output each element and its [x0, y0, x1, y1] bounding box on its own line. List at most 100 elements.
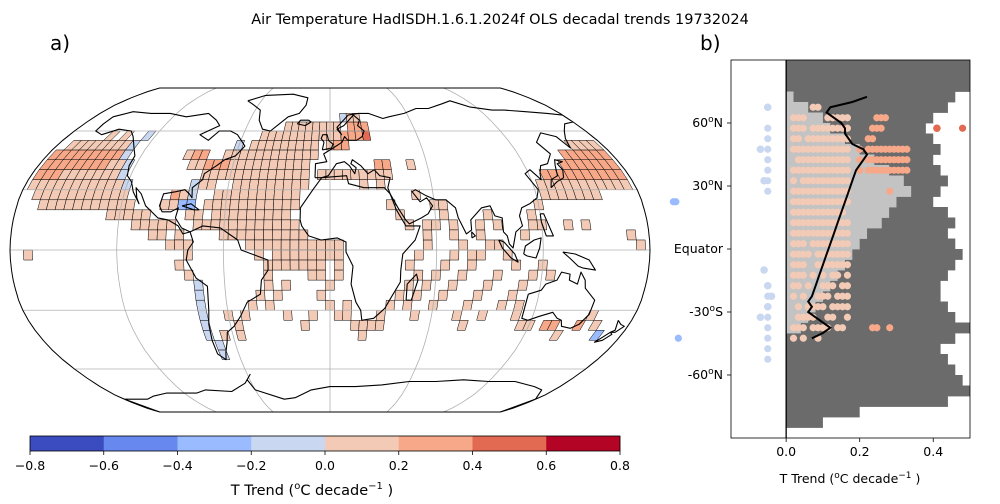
colorbar-tick-label: 0.0: [315, 458, 335, 473]
map-boundary: [9, 87, 651, 413]
map-grid-cell: [290, 189, 301, 201]
coastline-namerica: [95, 111, 246, 235]
map-grid-cell: [302, 140, 312, 151]
map-grid-cell: [366, 320, 377, 331]
map-grid-cell: [467, 249, 477, 261]
zonal-point: [674, 334, 682, 342]
zonal-point: [763, 281, 772, 290]
map-grid-cell: [195, 299, 207, 311]
map-grid-cell: [139, 219, 150, 231]
map-grid-cell: [507, 289, 519, 301]
colorbar-segment: [398, 436, 473, 451]
map-grid-cell: [548, 330, 564, 341]
map-grid-cell: [255, 199, 266, 211]
map-grid-cell: [448, 219, 459, 231]
map-grid-cell: [237, 209, 248, 221]
map-grid-cell: [340, 130, 349, 141]
land-fraction-bar: [786, 312, 956, 323]
map-grid-cell: [265, 179, 276, 190]
map-grid-cell: [282, 179, 293, 190]
colorbar-label-unit: C decade: [300, 483, 368, 499]
zonal-point: [898, 156, 907, 164]
map-grid-cell: [289, 219, 300, 231]
map-grid-cell: [472, 289, 484, 301]
map-grid-cell: [254, 229, 264, 241]
map-grid-cell: [281, 209, 291, 221]
map-grid-cell: [421, 279, 432, 291]
coverage-bar: [786, 91, 794, 103]
zonal-point: [843, 250, 852, 258]
zonal-point: [829, 124, 837, 132]
map-grid-cell: [245, 239, 255, 251]
zonal-point: [669, 198, 677, 206]
zonal-point: [809, 271, 817, 279]
map-grid-cell: [585, 140, 605, 151]
map-grid-cell: [125, 140, 142, 151]
colorbar-tick-label: 0.2: [389, 458, 409, 473]
colorbar-segment: [325, 436, 400, 451]
map-grid-cell: [282, 189, 292, 201]
zonal-point: [764, 124, 772, 132]
map-grid-cell: [394, 289, 405, 301]
colorbar-segment: [103, 436, 178, 451]
map-grid-cell: [238, 189, 250, 201]
zonal-point: [794, 303, 803, 311]
trend-map: [9, 87, 651, 413]
zonal-y-tick-label: -60oN: [688, 367, 723, 382]
map-grid-cell: [502, 249, 513, 261]
zonal-point: [763, 302, 772, 311]
map-grid-cell: [174, 259, 185, 271]
land-fraction-bar: [786, 133, 934, 145]
map-grid-cell: [293, 149, 304, 160]
zonal-point: [764, 313, 772, 321]
zonal-point: [789, 177, 798, 185]
zonal-point: [958, 124, 967, 132]
map-grid-cell: [449, 249, 460, 261]
map-grid-cell: [246, 209, 257, 221]
zonal-point: [886, 324, 894, 332]
map-grid-cell: [527, 219, 539, 231]
map-grid-cell: [202, 330, 215, 341]
map-grid-cell: [140, 130, 157, 141]
map-grid-cell: [457, 269, 468, 281]
map-grid-cell: [227, 219, 238, 231]
map-grid-cell: [272, 219, 282, 231]
map-grid-cell: [476, 310, 489, 321]
map-grid-cell: [299, 179, 310, 190]
map-grid-cell: [124, 199, 136, 211]
zonal-point: [834, 135, 842, 143]
zonal-point: [809, 166, 817, 174]
map-grid-cell: [130, 219, 142, 231]
zonal-point: [809, 240, 817, 248]
zonal-x-label-sup-exp: −1: [898, 471, 911, 481]
map-grid-cell: [456, 320, 469, 331]
map-grid-cell: [275, 169, 286, 180]
land-fraction-bar: [786, 354, 948, 365]
land-fraction-bar: [786, 102, 948, 113]
map-grid-cell: [511, 259, 522, 271]
map-grid-cell: [301, 149, 311, 160]
map-grid-cell: [562, 219, 574, 231]
land-fraction-bar: [786, 333, 956, 344]
map-grid-cell: [437, 199, 449, 211]
zonal-point: [799, 324, 807, 332]
map-grid-cell: [284, 159, 295, 170]
map-grid-cell: [203, 199, 214, 211]
zonal-point: [763, 103, 772, 112]
map-grid-cell: [527, 269, 539, 281]
map-grid-cell: [381, 159, 392, 170]
map-grid-cell: [588, 330, 605, 341]
map-grid-cell: [482, 279, 494, 291]
map-grid-cell: [310, 140, 320, 151]
map-grid-cell: [264, 299, 275, 311]
land-fraction-bar: [786, 417, 823, 428]
map-grid-cell: [485, 239, 495, 251]
map-grid-cell: [254, 239, 264, 251]
colorbar: −0.8 −0.6 −0.4 −0.2 0.0 0.2 0.4 0.6 0.8 T Trend …: [15, 435, 630, 499]
map-grid-cell: [492, 269, 503, 281]
coastline-cuba: [181, 203, 200, 211]
map-grid-cell: [414, 249, 424, 261]
map-grid-cell: [147, 229, 158, 241]
mean-trend-line: [806, 95, 869, 340]
map-grid-cell: [272, 229, 282, 241]
